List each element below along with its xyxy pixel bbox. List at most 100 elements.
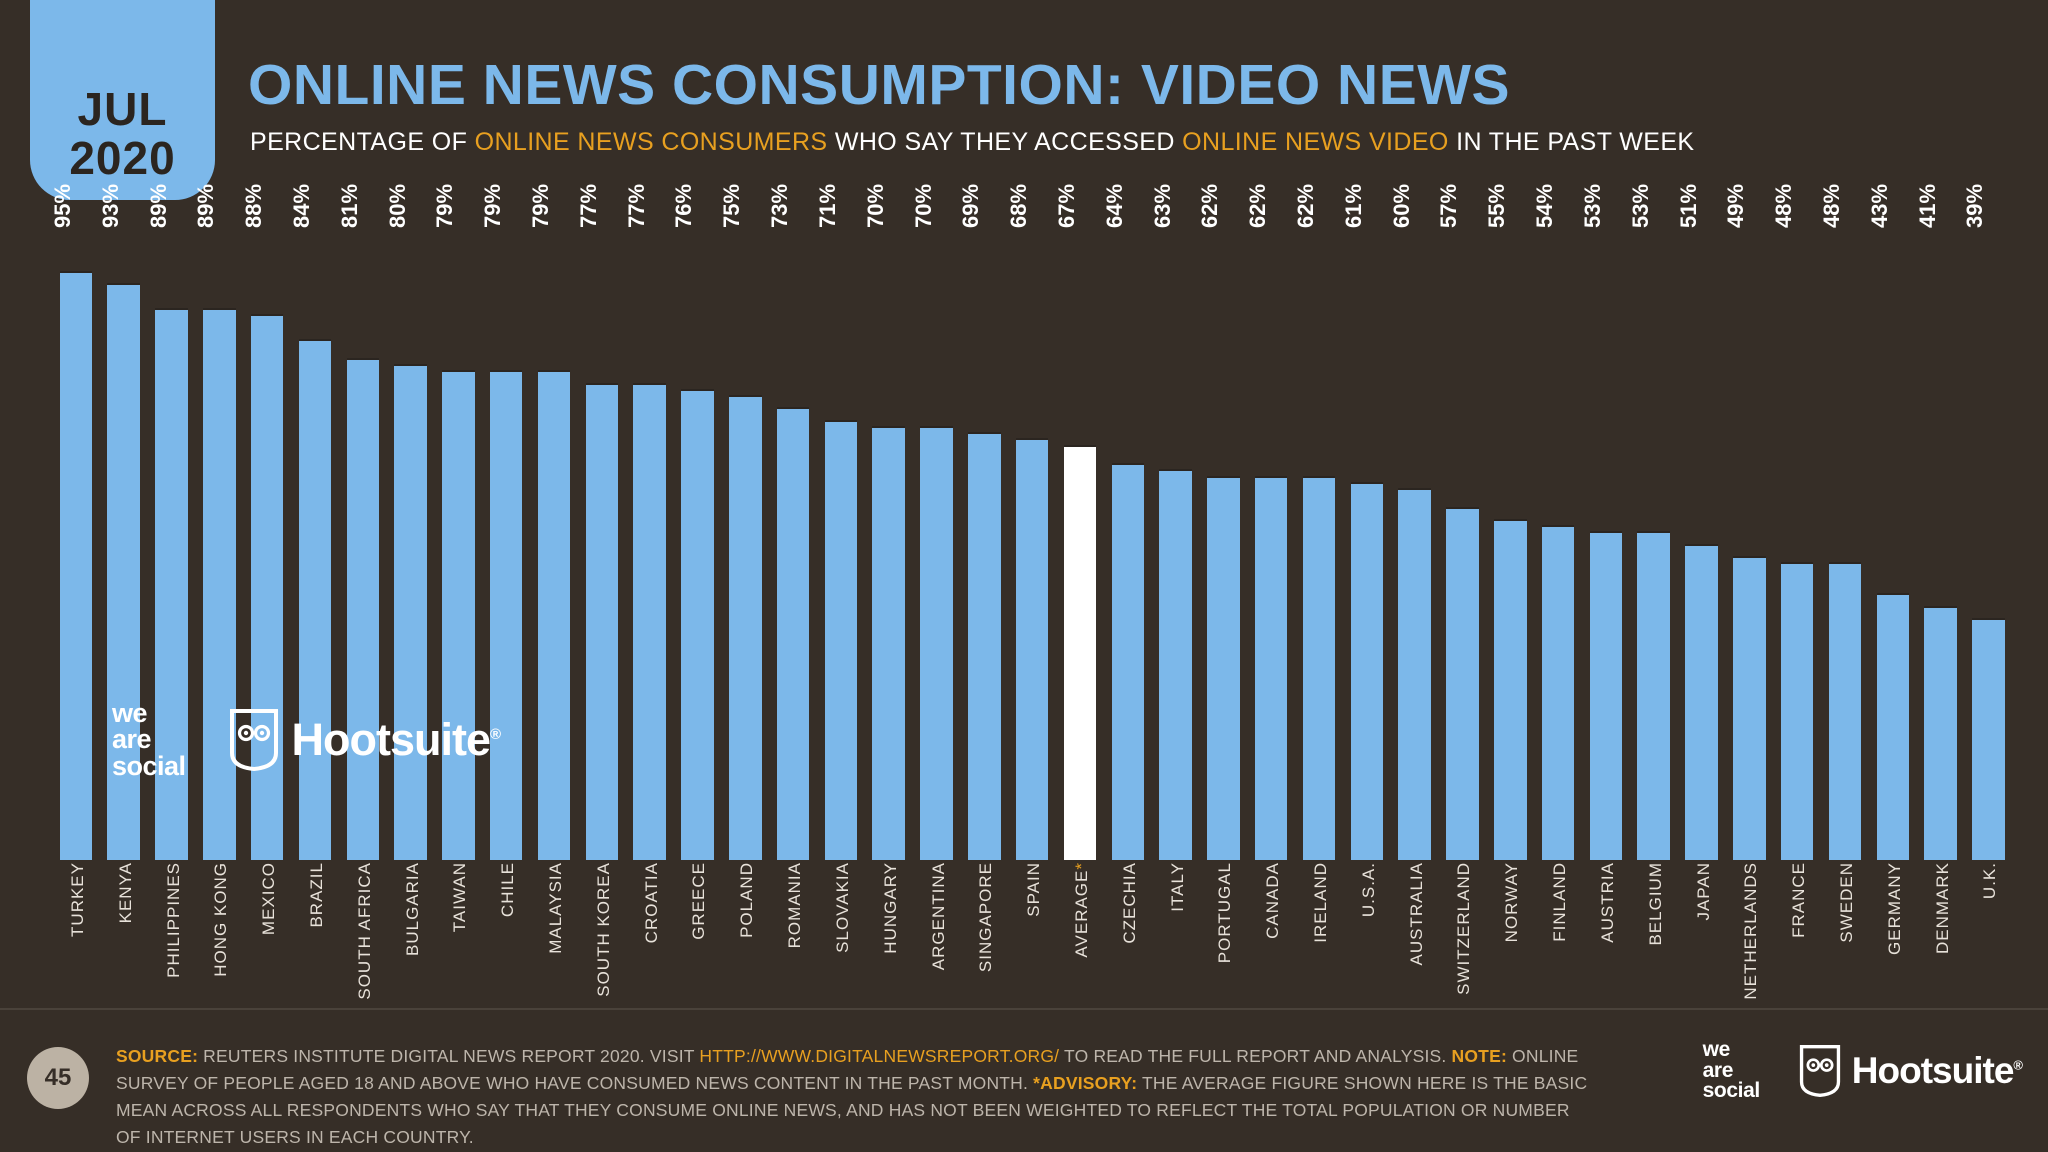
x-axis-column: NORWAY — [1486, 862, 1534, 1042]
bar-value-label: 68% — [1006, 183, 1032, 229]
footer-line-are: are — [1702, 1058, 1734, 1082]
bar-value-label: 70% — [910, 183, 936, 229]
footer-line-we: we — [1702, 1038, 1731, 1061]
bar-value-label: 89% — [145, 183, 171, 229]
bar-column: 68% — [1006, 184, 1056, 860]
bar-value-label: 71% — [814, 183, 840, 229]
footnote-text: SOURCE: REUTERS INSTITUTE DIGITAL NEWS R… — [116, 1043, 1596, 1152]
bar-column: 77% — [624, 184, 674, 860]
x-axis-label: MEXICO — [259, 862, 279, 936]
bar-column: 61% — [1341, 184, 1391, 860]
bar-column: 53% — [1628, 184, 1678, 860]
x-axis-label: GREECE — [689, 862, 709, 940]
bar-column: 89% — [193, 184, 243, 860]
bar-column: 43% — [1867, 184, 1917, 860]
bar: 69% — [958, 184, 1001, 860]
bar-column: 51% — [1676, 184, 1726, 860]
bar: 64% — [1102, 184, 1145, 860]
x-axis-label: NORWAY — [1502, 862, 1522, 943]
bar: 79% — [528, 184, 571, 860]
x-axis-label: KENYA — [115, 862, 135, 924]
note-text: ONLINE SURVEY OF PEOPLE AGED 18 AND ABOV… — [116, 1046, 1579, 1094]
x-axis-column: CZECHIA — [1104, 862, 1152, 1042]
bar-column: 54% — [1532, 184, 1582, 860]
bar-value-label: 73% — [767, 183, 793, 229]
bar: 43% — [1867, 184, 1910, 860]
bar-value-label: 70% — [862, 183, 888, 229]
bar-value-label: 63% — [1149, 183, 1175, 229]
x-axis-label: SWITZERLAND — [1454, 862, 1474, 995]
x-axis-column: HONG KONG — [195, 862, 243, 1042]
bar-value-label: 51% — [1675, 183, 1701, 229]
x-axis-labels: TURKEY KENYA PHILIPPINES HONG KONG MEXICO BRA… — [52, 862, 2012, 1042]
page-number-badge: 45 — [27, 1047, 89, 1109]
bar-column: 79% — [480, 184, 530, 860]
page-title: ONLINE NEWS CONSUMPTION: VIDEO NEWS — [248, 53, 1511, 117]
footer-we-are-social-logo: we are social — [1702, 1038, 1761, 1102]
bar: 41% — [1915, 184, 1957, 860]
bar-value-label: 64% — [1101, 183, 1127, 229]
x-axis-column: KENYA — [100, 862, 148, 1042]
bar-chart: 95% 93% 89% 89% 88% 84% 81% 80% 79% 79% 79% 77% 77% 7… — [50, 184, 2012, 860]
bar: 71% — [815, 184, 858, 860]
bar: 73% — [767, 184, 810, 860]
bar: 89% — [146, 184, 188, 860]
subtitle-highlight-1: ONLINE NEWS CONSUMERS — [474, 128, 828, 156]
bar: 39% — [1962, 184, 2005, 860]
x-axis-column: SLOVAKIA — [817, 862, 865, 1042]
bar-value-label: 88% — [241, 183, 267, 229]
bar: 49% — [1723, 184, 1766, 860]
bar: 54% — [1532, 184, 1575, 860]
bar-column: 55% — [1484, 184, 1534, 860]
source-text-2: TO READ THE FULL REPORT AND ANALYSIS. — [1059, 1046, 1452, 1066]
bar-value-label: 61% — [1340, 183, 1366, 229]
bar-column: 62% — [1197, 184, 1248, 860]
bar-value-label: 79% — [528, 183, 554, 229]
x-axis-column: PORTUGAL — [1200, 862, 1248, 1042]
bar-value-label: 54% — [1532, 183, 1558, 229]
x-axis-label: ITALY — [1167, 862, 1187, 912]
date-badge-month: JUL — [77, 83, 168, 136]
bar: 75% — [719, 184, 762, 860]
x-axis-label: PHILIPPINES — [163, 862, 183, 978]
bar-value-label: 95% — [49, 183, 75, 229]
x-axis-label: CZECHIA — [1119, 862, 1139, 944]
x-axis-column: U.K. — [1965, 862, 2013, 1042]
bar-value-label: 79% — [480, 183, 506, 229]
x-axis-column: BRAZIL — [291, 862, 339, 1042]
bar: 89% — [193, 184, 236, 860]
x-axis-label: CROATIA — [641, 862, 661, 944]
x-axis-label: HONG KONG — [211, 862, 231, 977]
bar: 62% — [1293, 184, 1336, 860]
bar: 53% — [1628, 184, 1670, 860]
x-axis-label: TURKEY — [67, 862, 87, 937]
x-axis-column: CHILE — [482, 862, 530, 1042]
bar: 80% — [385, 184, 427, 860]
x-axis-column: SWITZERLAND — [1439, 862, 1487, 1042]
bar-column: 77% — [576, 184, 626, 860]
bar-column: 41% — [1915, 184, 1965, 860]
subtitle-highlight-2: ONLINE NEWS VIDEO — [1182, 128, 1449, 156]
bar-value-label: 48% — [1818, 183, 1844, 229]
x-axis-column: JAPAN — [1678, 862, 1726, 1042]
x-axis-column: FRANCE — [1773, 862, 1821, 1042]
bar: 76% — [671, 184, 714, 860]
bar: 48% — [1819, 184, 1862, 860]
bar: 62% — [1245, 184, 1288, 860]
x-axis-column: IRELAND — [1295, 862, 1343, 1042]
x-axis-label: AUSTRIA — [1597, 862, 1617, 943]
x-axis-column: MEXICO — [243, 862, 291, 1042]
footer-divider — [0, 1008, 2048, 1010]
x-axis-label: JAPAN — [1693, 862, 1713, 921]
bar: 62% — [1197, 184, 1240, 860]
bar-value-label: 62% — [1245, 183, 1271, 229]
x-axis-label: POLAND — [737, 862, 757, 938]
x-axis-label: SINGAPORE — [976, 862, 996, 973]
page-subtitle: PERCENTAGE OF ONLINE NEWS CONSUMERS WHO … — [250, 128, 1695, 157]
x-axis-column: GERMANY — [1869, 862, 1917, 1042]
bar-column: 84% — [289, 184, 339, 860]
source-url[interactable]: HTTP://WWW.DIGITALNEWSREPORT.ORG/ — [699, 1046, 1060, 1066]
x-axis-label: BELGIUM — [1645, 862, 1665, 946]
x-axis-column: FINLAND — [1534, 862, 1582, 1042]
